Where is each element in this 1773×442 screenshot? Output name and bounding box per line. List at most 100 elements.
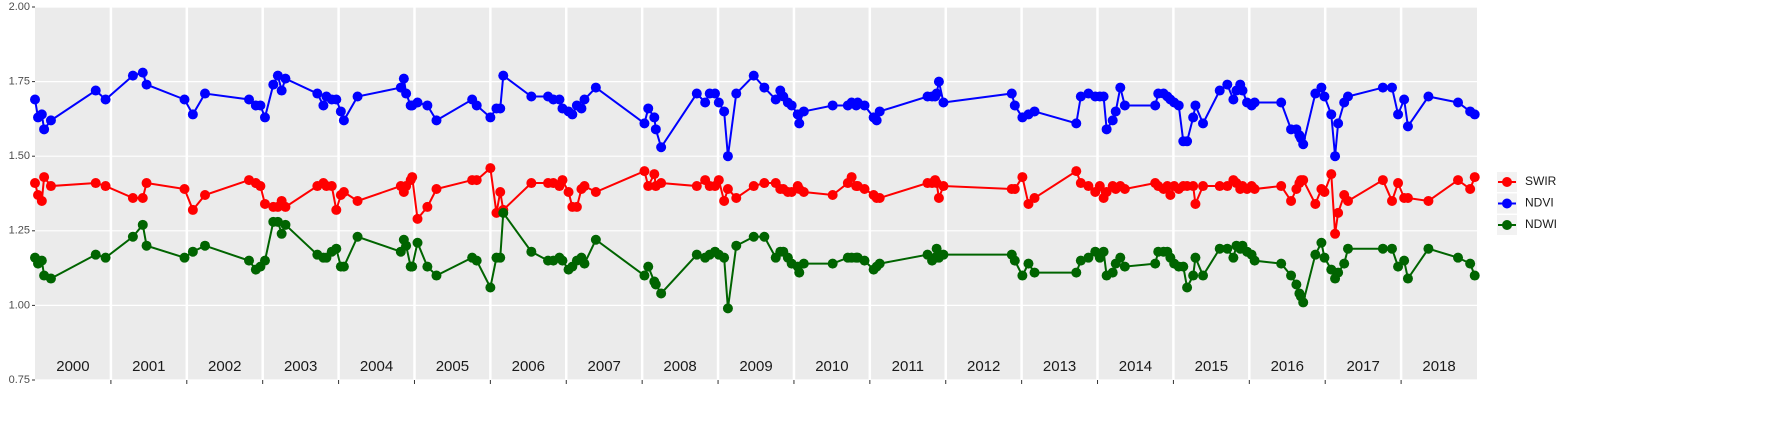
data-point [141,79,152,90]
data-point [412,97,423,108]
data-point [1029,267,1040,278]
data-point [137,67,148,78]
data-point [280,201,291,212]
data-point [700,97,711,108]
data-point [352,91,363,102]
data-point [1150,100,1161,111]
data-point [1342,195,1353,206]
data-point [30,94,40,105]
data-point [1339,258,1350,269]
data-point [1386,82,1397,93]
data-point [326,181,337,192]
data-point [45,181,56,192]
data-point [312,88,323,99]
data-point [938,181,949,192]
data-point [1326,169,1337,180]
data-point [495,103,506,114]
data-point [1119,261,1130,272]
data-point [1190,198,1201,209]
data-point [431,115,442,126]
data-point [1286,195,1297,206]
data-point [859,255,870,266]
data-point [422,100,433,111]
data-point [691,88,702,99]
data-point [526,246,537,257]
data-point [471,175,482,186]
data-point [1333,267,1344,278]
year-label: 2003 [284,358,317,375]
data-point [827,189,838,200]
data-point [931,88,942,99]
data-point [649,169,660,180]
data-point [1214,181,1225,192]
data-point [748,70,759,81]
data-point [1386,243,1397,254]
data-point [1075,178,1086,189]
data-point [485,112,496,123]
data-point [1115,82,1126,93]
year-label: 2017 [1346,358,1379,375]
data-point [1165,189,1176,200]
data-point [1402,192,1413,203]
data-point [331,94,342,105]
data-point [498,207,509,218]
data-point [259,198,270,209]
data-point [90,249,101,260]
data-point [272,70,283,81]
data-point [1009,100,1020,111]
data-point [1249,184,1260,195]
data-point [639,270,650,281]
data-point [1228,94,1239,105]
data-point [259,112,270,123]
data-point [200,189,211,200]
data-point [1298,175,1309,186]
year-label: 2002 [208,358,241,375]
data-point [643,261,654,272]
data-point [1009,184,1020,195]
data-point [412,213,423,224]
data-point [338,261,349,272]
data-point [187,109,198,120]
data-point [280,73,291,84]
data-point [100,94,111,105]
data-point [1182,136,1193,147]
data-point [352,195,363,206]
data-point [137,219,148,230]
data-point [1023,258,1034,269]
data-point [571,201,582,212]
panel-background [35,7,1477,380]
data-point [798,187,809,198]
data-point [431,184,442,195]
data-point [407,172,418,183]
data-point [45,273,56,284]
data-point [36,109,47,120]
data-point [1214,85,1225,96]
data-point [1083,181,1094,192]
y-tick-label: 2.00 [9,1,30,13]
data-point [90,85,101,96]
year-label: 2010 [815,358,848,375]
data-point [100,181,111,192]
data-point [36,255,47,266]
year-label: 2000 [56,358,89,375]
data-point [656,142,667,153]
data-point [557,175,568,186]
data-point [759,82,770,93]
data-point [244,94,255,105]
data-point [1178,261,1189,272]
data-point [280,219,291,230]
data-point [554,94,565,105]
data-point [1423,91,1434,102]
data-point [794,267,805,278]
data-point [639,166,650,177]
data-point [1291,279,1302,290]
data-point [1119,184,1130,195]
legend-label: SWIR [1525,174,1557,188]
data-point [1190,100,1201,111]
y-tick-label: 1.25 [9,225,30,237]
data-point [1017,270,1028,281]
legend-marker [1502,177,1512,187]
data-point [1333,207,1344,218]
year-label: 2007 [588,358,621,375]
data-point [1326,109,1337,120]
